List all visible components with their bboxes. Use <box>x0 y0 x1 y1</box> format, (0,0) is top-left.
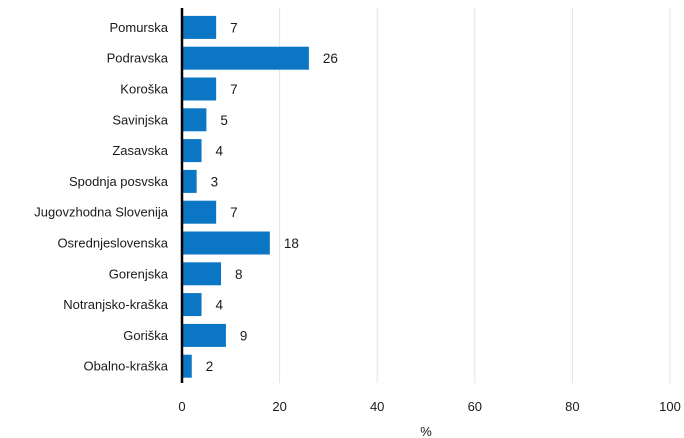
category-label: Savinjska <box>112 112 168 127</box>
x-tick-label: 0 <box>178 399 185 414</box>
bar-2 <box>182 77 217 101</box>
x-tick-label: 20 <box>272 399 286 414</box>
category-label: Gorenjska <box>109 266 169 281</box>
bar-0 <box>182 15 217 39</box>
bar-4 <box>182 139 202 163</box>
value-label: 7 <box>230 20 238 35</box>
value-label: 8 <box>235 267 243 282</box>
x-axis-title: % <box>420 424 432 438</box>
bar-6 <box>182 200 217 224</box>
bar-3 <box>182 108 207 132</box>
value-label: 9 <box>240 328 248 343</box>
value-label: 4 <box>216 144 224 159</box>
value-label: 4 <box>216 298 224 313</box>
category-label: Notranjsko-kraška <box>63 297 169 312</box>
bar-1 <box>182 46 309 70</box>
value-label: 7 <box>230 82 238 97</box>
bar-5 <box>182 169 197 193</box>
category-label: Osrednjeslovenska <box>57 236 168 251</box>
value-label: 18 <box>284 236 299 251</box>
category-label: Spodnja posvska <box>69 174 169 189</box>
bar-10 <box>182 323 226 347</box>
bar-9 <box>182 293 202 317</box>
bars <box>182 15 309 378</box>
category-label: Pomurska <box>109 20 168 35</box>
bar-11 <box>182 354 192 378</box>
bar-8 <box>182 262 222 286</box>
value-label: 7 <box>230 205 238 220</box>
value-label: 3 <box>211 174 219 189</box>
category-label: Zasavska <box>112 143 168 158</box>
category-label: Jugovzhodna Slovenija <box>34 205 168 220</box>
x-tick-label: 100 <box>659 399 681 414</box>
x-tick-label: 40 <box>370 399 384 414</box>
value-label: 5 <box>220 113 228 128</box>
gridlines <box>279 8 671 383</box>
value-labels: 7 26 7 5 4 3 7 18 8 4 9 2 <box>206 20 338 374</box>
value-label: 2 <box>206 359 214 374</box>
x-tick-labels: 0 20 40 60 80 100 <box>178 399 680 414</box>
value-label: 26 <box>323 51 338 66</box>
category-label: Podravska <box>107 51 169 66</box>
x-tick-label: 60 <box>468 399 482 414</box>
category-label: Koroška <box>120 82 168 97</box>
category-label: Goriška <box>123 328 169 343</box>
bar-7 <box>182 231 270 255</box>
x-tick-label: 80 <box>565 399 579 414</box>
category-labels: Pomurska Podravska Koroška Savinjska Zasavsk… <box>34 20 168 374</box>
category-label: Obalno-kraška <box>83 359 168 374</box>
